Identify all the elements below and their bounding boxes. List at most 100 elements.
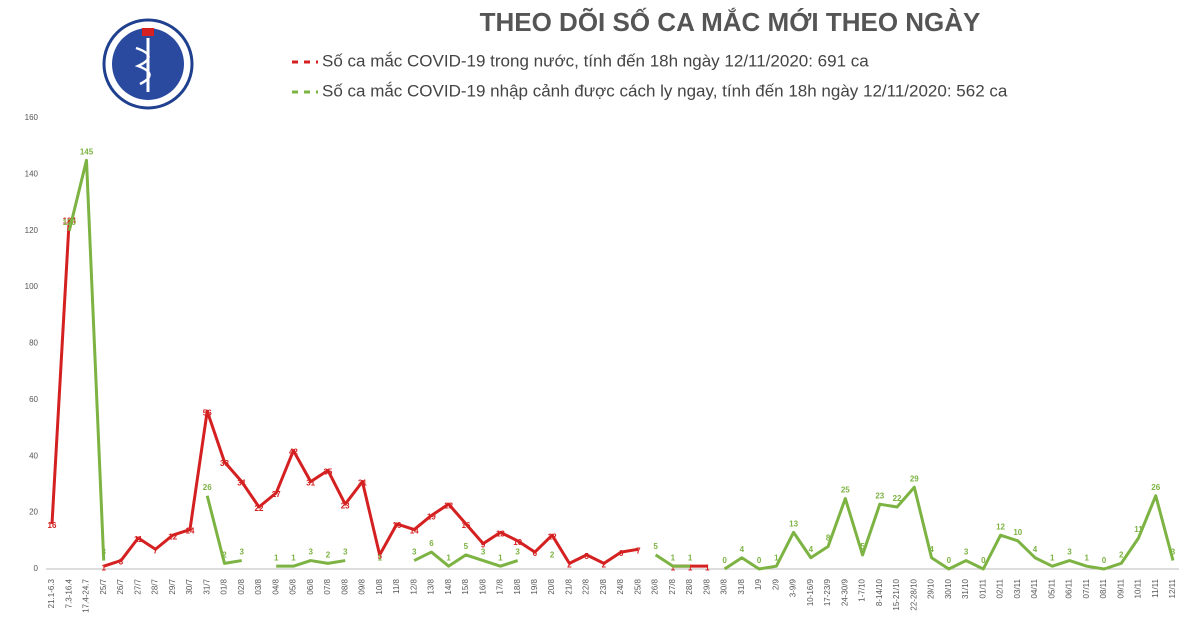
x-tick-label: 29/7 xyxy=(168,578,177,594)
x-tick-label: 14/8 xyxy=(444,578,453,594)
x-tick-label: 11/8 xyxy=(392,578,401,594)
data-label: 1 xyxy=(274,553,279,562)
data-label: 38 xyxy=(220,459,229,468)
data-label: 2 xyxy=(326,550,331,559)
x-tick-label: 10-16/9 xyxy=(806,578,815,606)
data-label: 3 xyxy=(1067,548,1072,557)
data-label: 7 xyxy=(636,546,641,555)
data-label: 5 xyxy=(584,552,589,561)
x-tick-label: 15-21/10 xyxy=(892,578,901,610)
data-label: 2 xyxy=(567,560,572,569)
x-tick-label: 10/8 xyxy=(375,578,384,594)
data-label: 1 xyxy=(1085,553,1090,562)
x-tick-label: 11/11 xyxy=(1151,578,1160,597)
data-label: 1 xyxy=(446,553,451,562)
x-tick-label: 17-23/9 xyxy=(823,578,832,606)
x-tick-label: 04/8 xyxy=(271,578,280,594)
data-label: 1 xyxy=(688,563,693,572)
data-label: 14 xyxy=(186,527,195,536)
data-label: 13 xyxy=(496,529,505,538)
data-label: 23 xyxy=(444,501,453,510)
data-label: 0 xyxy=(1102,556,1107,565)
x-tick-label: 26/7 xyxy=(116,578,125,594)
data-label: 2 xyxy=(602,560,607,569)
data-label: 3 xyxy=(343,548,348,557)
data-label: 4 xyxy=(809,545,814,554)
data-label: 56 xyxy=(203,408,212,417)
data-label: 5 xyxy=(377,552,382,561)
legend-label: Số ca mắc COVID-19 nhập cảnh được cách l… xyxy=(322,81,1008,100)
data-label: 23 xyxy=(341,501,350,510)
data-label: 16 xyxy=(392,521,401,530)
data-label: 145 xyxy=(80,147,94,156)
x-tick-label: 12/8 xyxy=(409,578,418,594)
data-label: 3 xyxy=(964,548,969,557)
x-tick-label: 31/8 xyxy=(737,578,746,594)
data-label: 124 xyxy=(63,217,77,226)
data-label: 1 xyxy=(671,563,676,572)
x-tick-label: 24/8 xyxy=(616,578,625,594)
data-label: 1 xyxy=(671,553,676,562)
x-tick-label: 07/8 xyxy=(323,578,332,594)
data-label: 35 xyxy=(323,467,332,476)
x-tick-label: 1-7/10 xyxy=(858,578,867,601)
data-label: 1 xyxy=(705,563,710,572)
x-tick-label: 30/8 xyxy=(720,578,729,594)
y-tick-label: 160 xyxy=(25,113,39,122)
data-label: 12 xyxy=(548,532,557,541)
data-label: 0 xyxy=(981,556,986,565)
data-label: 25 xyxy=(841,486,850,495)
x-tick-label: 2/9 xyxy=(771,578,780,590)
x-tick-label: 28/8 xyxy=(685,578,694,594)
x-tick-label: 18/8 xyxy=(513,578,522,594)
data-label: 6 xyxy=(533,549,538,558)
x-tick-label: 05/8 xyxy=(289,578,298,594)
y-tick-label: 100 xyxy=(25,282,39,291)
y-tick-label: 60 xyxy=(29,395,38,404)
data-label: 2 xyxy=(550,550,555,559)
data-label: 0 xyxy=(757,556,762,565)
data-label: 11 xyxy=(1134,525,1143,534)
x-tick-label: 16/8 xyxy=(478,578,487,594)
data-label: 4 xyxy=(1033,545,1038,554)
data-label: 12 xyxy=(996,522,1005,531)
data-label: 6 xyxy=(429,539,434,548)
x-tick-label: 31/10 xyxy=(961,578,970,599)
x-tick-label: 21/8 xyxy=(564,578,573,594)
x-tick-label: 13/8 xyxy=(427,578,436,594)
data-label: 1 xyxy=(102,563,107,572)
data-label: 6 xyxy=(619,549,624,558)
x-tick-label: 09/11 xyxy=(1116,578,1125,598)
data-label: 2 xyxy=(1119,550,1124,559)
data-label: 10 xyxy=(1013,528,1022,537)
data-label: 2 xyxy=(222,550,227,559)
data-label: 29 xyxy=(910,474,919,483)
data-label: 9 xyxy=(481,541,486,550)
y-tick-label: 140 xyxy=(25,169,39,178)
data-label: 3 xyxy=(481,548,486,557)
legend-label: Số ca mắc COVID-19 trong nước, tính đến … xyxy=(322,51,869,70)
x-tick-label: 22/8 xyxy=(582,578,591,594)
x-tick-label: 06/11 xyxy=(1065,578,1074,598)
x-tick-label: 28/7 xyxy=(151,578,160,594)
x-tick-label: 29/8 xyxy=(702,578,711,594)
data-label: 1 xyxy=(688,553,693,562)
x-tick-label: 23/8 xyxy=(599,578,608,594)
y-tick-label: 20 xyxy=(29,508,38,517)
series-line xyxy=(67,158,1175,571)
data-label: 26 xyxy=(1151,483,1160,492)
x-tick-label: 7.3-16.4 xyxy=(64,578,73,608)
y-tick-label: 120 xyxy=(25,226,39,235)
data-label: 26 xyxy=(203,483,212,492)
data-label: 1 xyxy=(377,553,382,562)
x-tick-label: 03/11 xyxy=(1013,578,1022,598)
data-label: 19 xyxy=(427,513,436,522)
data-label: 5 xyxy=(653,542,658,551)
data-label: 3 xyxy=(308,548,313,557)
x-tick-label: 17.4-24.7 xyxy=(82,578,91,612)
x-tick-label: 03/8 xyxy=(254,578,263,594)
data-label: 3 xyxy=(102,548,107,557)
x-tick-label: 30/10 xyxy=(944,578,953,599)
x-tick-label: 25/8 xyxy=(633,578,642,594)
x-tick-label: 02/8 xyxy=(237,578,246,594)
